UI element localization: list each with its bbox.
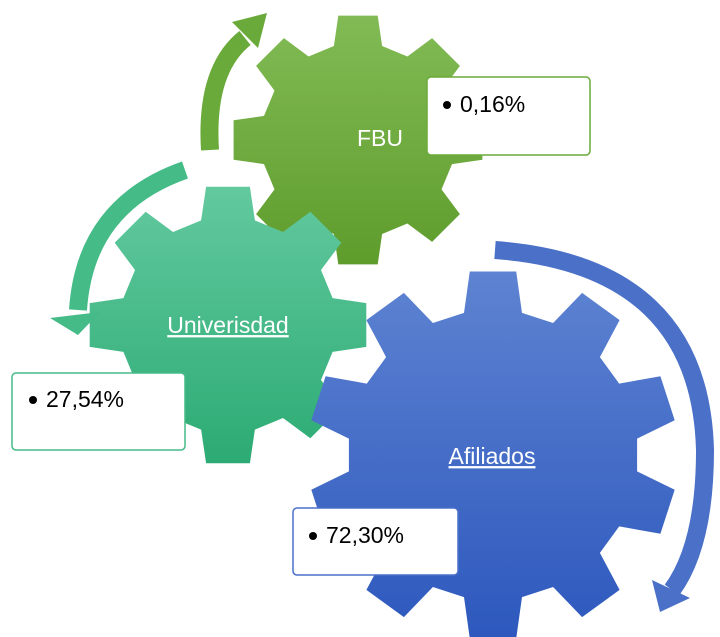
value-text: 0,16% bbox=[460, 91, 525, 117]
value-box: 72,30% bbox=[292, 507, 459, 576]
value-text: 27,54% bbox=[46, 386, 124, 412]
gear-label: FBU bbox=[357, 125, 403, 151]
arrow-green bbox=[200, 13, 267, 151]
arrow-teal bbox=[50, 161, 189, 335]
gear-label: Afiliados bbox=[449, 443, 536, 469]
arrow-blue bbox=[494, 241, 715, 612]
gear bbox=[233, 15, 483, 265]
value-text: 72,30% bbox=[326, 522, 404, 548]
gear-label: Univerisdad bbox=[167, 312, 288, 338]
value-box: 0,16% bbox=[426, 76, 591, 156]
value-box: 27,54% bbox=[11, 372, 186, 451]
